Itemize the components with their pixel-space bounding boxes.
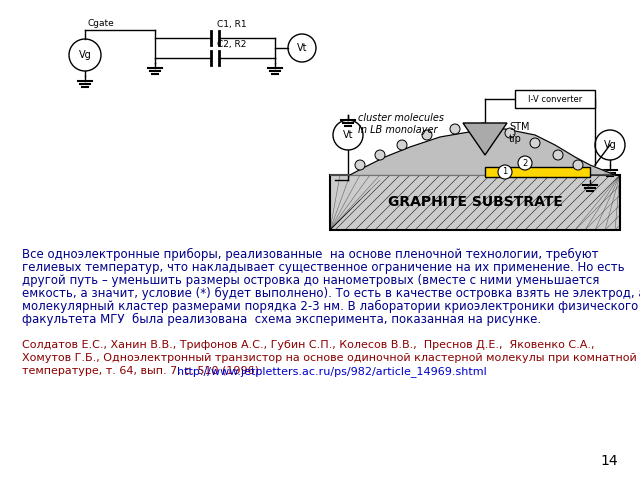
Polygon shape bbox=[330, 129, 615, 175]
Text: Vt: Vt bbox=[343, 130, 353, 140]
Text: Vg: Vg bbox=[604, 140, 616, 150]
Text: гелиевых температур, что накладывает существенное ограничение на их применение. : гелиевых температур, что накладывает сущ… bbox=[22, 261, 625, 274]
Circle shape bbox=[553, 150, 563, 160]
Polygon shape bbox=[463, 123, 507, 155]
Text: другой путь – уменьшить размеры островка до нанометровых (вместе с ними уменьшае: другой путь – уменьшить размеры островка… bbox=[22, 274, 600, 287]
Text: Солдатов Е.С., Ханин В.В., Трифонов А.С., Губин С.П., Колесов В.В.,  Преснов Д.Е: Солдатов Е.С., Ханин В.В., Трифонов А.С.… bbox=[22, 340, 595, 350]
Text: Vt: Vt bbox=[297, 43, 307, 53]
Text: емкость, а значит, условие (*) будет выполнено). То есть в качестве островка взя: емкость, а значит, условие (*) будет вып… bbox=[22, 287, 640, 300]
Text: факультета МГУ  была реализована  схема эксперимента, показанная на рисунке.: факультета МГУ была реализована схема эк… bbox=[22, 313, 541, 326]
Text: C1, R1: C1, R1 bbox=[217, 20, 246, 29]
Text: Cgate: Cgate bbox=[88, 19, 115, 28]
Circle shape bbox=[505, 128, 515, 138]
Text: Все одноэлектронные приборы, реализованные  на основе пленочной технологии, треб: Все одноэлектронные приборы, реализованн… bbox=[22, 248, 598, 261]
Text: I-V converter: I-V converter bbox=[528, 95, 582, 104]
Text: http://www.jetpletters.ac.ru/ps/982/article_14969.shtml: http://www.jetpletters.ac.ru/ps/982/arti… bbox=[177, 366, 487, 377]
Text: 1: 1 bbox=[502, 168, 508, 177]
Text: температуре, т. 64, вып. 7, с. 510 (1996):: температуре, т. 64, вып. 7, с. 510 (1996… bbox=[22, 366, 273, 376]
Text: Vg: Vg bbox=[79, 50, 92, 60]
Circle shape bbox=[573, 160, 583, 170]
Text: 2: 2 bbox=[522, 158, 527, 168]
Circle shape bbox=[355, 160, 365, 170]
Circle shape bbox=[450, 124, 460, 134]
Text: Хомутов Г.Б., Одноэлектронный транзистор на основе одиночной кластерной молекулы: Хомутов Г.Б., Одноэлектронный транзистор… bbox=[22, 353, 637, 363]
Bar bbox=[330, 175, 620, 230]
Bar bbox=[515, 90, 595, 108]
Circle shape bbox=[422, 130, 432, 140]
Text: GRAPHITE SUBSTRATE: GRAPHITE SUBSTRATE bbox=[388, 195, 563, 209]
Circle shape bbox=[478, 123, 488, 133]
Circle shape bbox=[530, 138, 540, 148]
Circle shape bbox=[375, 150, 385, 160]
Bar bbox=[485, 167, 590, 177]
Text: C2, R2: C2, R2 bbox=[217, 40, 246, 49]
Circle shape bbox=[498, 165, 512, 179]
Circle shape bbox=[518, 156, 532, 170]
Text: молекулярный кластер размерами порядка 2-3 нм. В лаборатории криоэлектроники физ: молекулярный кластер размерами порядка 2… bbox=[22, 300, 638, 313]
Text: STM
tip: STM tip bbox=[509, 122, 529, 144]
Circle shape bbox=[397, 140, 407, 150]
Text: 14: 14 bbox=[600, 454, 618, 468]
Text: cluster molecules
In LB monolayer: cluster molecules In LB monolayer bbox=[358, 113, 444, 134]
